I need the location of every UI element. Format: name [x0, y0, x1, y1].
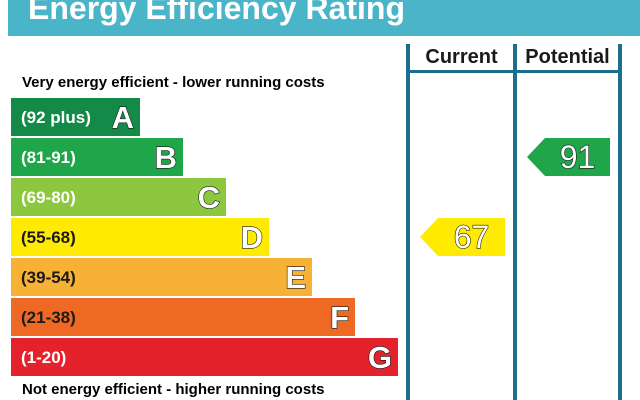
- page-title: Energy Efficiency Rating: [28, 0, 405, 26]
- bottom-note: Not energy efficient - higher running co…: [22, 381, 325, 398]
- column-divider-2: [513, 44, 517, 400]
- band-d-range: (55-68): [21, 228, 76, 247]
- current-rating-value: 67: [454, 219, 490, 255]
- column-header-potential: Potential: [525, 46, 609, 68]
- band-g-letter: G: [368, 340, 392, 375]
- column-header-rule: [406, 70, 622, 73]
- band-c-letter: C: [198, 180, 220, 215]
- column-header-current: Current: [425, 46, 498, 68]
- band-a-letter: A: [112, 100, 134, 135]
- band-g-bar: [11, 338, 398, 376]
- potential-rating-value: 91: [560, 139, 596, 175]
- band-b-range: (81-91): [21, 148, 76, 167]
- column-divider-1: [406, 44, 410, 400]
- band-f-bar: [11, 298, 355, 336]
- band-c-range: (69-80): [21, 188, 76, 207]
- current-rating-arrow: [420, 218, 505, 256]
- band-f-range: (21-38): [21, 308, 76, 327]
- band-e-bar: [11, 258, 312, 296]
- band-e-letter: E: [285, 260, 306, 295]
- band-c-bar: [11, 178, 226, 216]
- band-d-bar: [11, 218, 269, 256]
- band-a-range: (92 plus): [21, 108, 91, 127]
- band-d-letter: D: [241, 220, 263, 255]
- potential-rating-arrow: [527, 138, 610, 176]
- band-e-range: (39-54): [21, 268, 76, 287]
- top-note: Very energy efficient - lower running co…: [22, 74, 325, 91]
- band-g-range: (1-20): [21, 348, 66, 367]
- band-b-letter: B: [155, 140, 177, 175]
- column-divider-3: [618, 44, 622, 400]
- band-b-bar: [11, 138, 183, 176]
- title-bar: Energy Efficiency Rating: [8, 0, 640, 36]
- band-a-bar: [11, 98, 140, 136]
- band-f-letter: F: [330, 300, 349, 335]
